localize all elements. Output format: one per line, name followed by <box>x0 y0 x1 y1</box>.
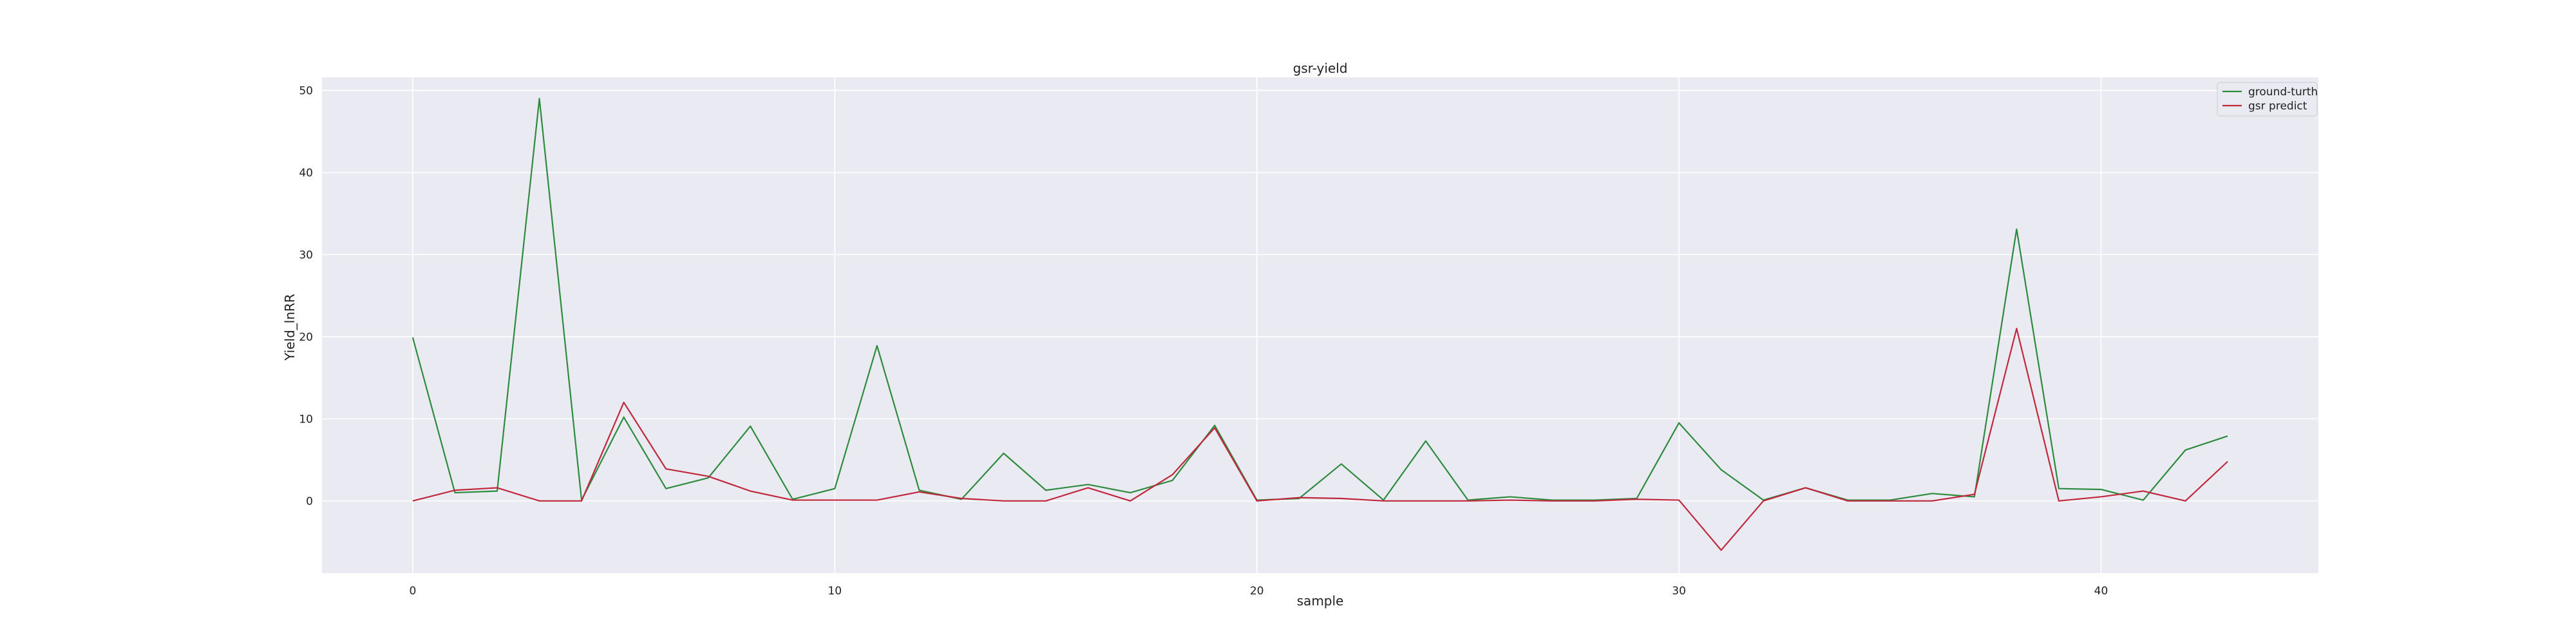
y-tick-label: 50 <box>299 84 313 97</box>
series-line-gsr-predict <box>412 328 2228 551</box>
y-tick-label: 20 <box>299 331 313 344</box>
y-tick-label: 0 <box>306 495 313 508</box>
plot-area <box>322 77 2318 573</box>
y-tick-label: 10 <box>299 413 313 426</box>
chart-title: gsr-yield <box>1293 61 1348 76</box>
y-tick-label: 30 <box>299 249 313 261</box>
x-tick-label: 40 <box>2094 585 2108 598</box>
series-line-ground-turth <box>412 98 2228 501</box>
legend-label: ground-turth <box>2248 86 2318 99</box>
series-lines <box>412 98 2228 551</box>
y-tick-label: 40 <box>299 167 313 180</box>
y-axis-label: Yield_lnRR <box>282 294 298 361</box>
x-ticks: 0 10 20 30 40 <box>409 585 2108 598</box>
y-ticks: 0 10 20 30 40 50 <box>299 84 313 507</box>
x-axis-label: sample <box>1297 593 1344 609</box>
x-tick-label: 10 <box>828 585 842 598</box>
x-tick-label: 20 <box>1250 585 1264 598</box>
legend-label: gsr predict <box>2248 100 2307 113</box>
x-tick-label: 30 <box>1672 585 1686 598</box>
x-tick-label: 0 <box>409 585 416 598</box>
grid <box>322 77 2318 573</box>
legend-box <box>2217 82 2318 117</box>
